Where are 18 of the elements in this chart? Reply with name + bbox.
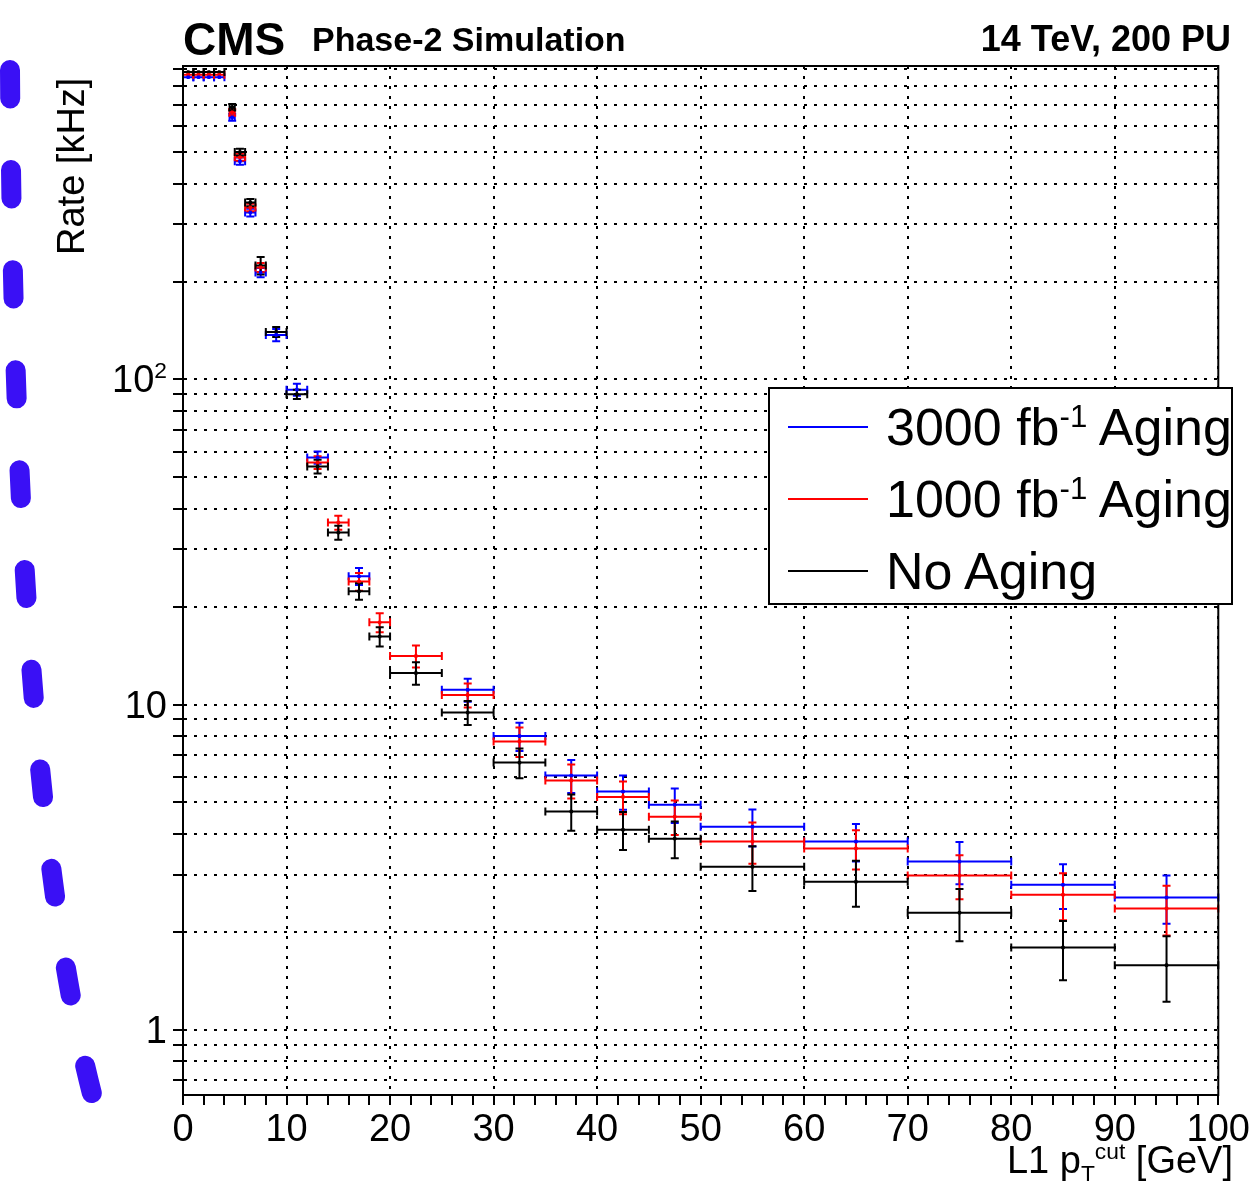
legend-label: 1000 fb$^{-1}$ Aging bbox=[886, 469, 1232, 529]
y-tick-label: 1 bbox=[145, 1008, 167, 1052]
legend-label: 3000 fb$^{-1}$ Aging bbox=[886, 397, 1232, 457]
y-tick-label: 10 bbox=[124, 683, 167, 727]
x-tick-label: 60 bbox=[783, 1107, 826, 1150]
x-tick-label: 10 bbox=[265, 1107, 308, 1150]
y-axis-title: Rate [kHz] bbox=[50, 77, 93, 255]
x-tick-label: 30 bbox=[472, 1107, 515, 1150]
x-tick-label: 40 bbox=[575, 1107, 619, 1150]
x-tick-label: 50 bbox=[679, 1107, 722, 1150]
y-tick-label: 10$^{2}$ bbox=[112, 357, 167, 402]
x-tick-label: 0 bbox=[172, 1107, 194, 1150]
x-tick-label: 70 bbox=[886, 1107, 929, 1150]
text: 14 TeV, 200 PU bbox=[980, 18, 1231, 60]
x-tick-label: 20 bbox=[368, 1107, 412, 1150]
legend-label: No Aging bbox=[886, 541, 1098, 601]
chart-title: CMS bbox=[183, 12, 286, 66]
chart-subtitle: Phase-2 Simulation bbox=[312, 20, 626, 59]
